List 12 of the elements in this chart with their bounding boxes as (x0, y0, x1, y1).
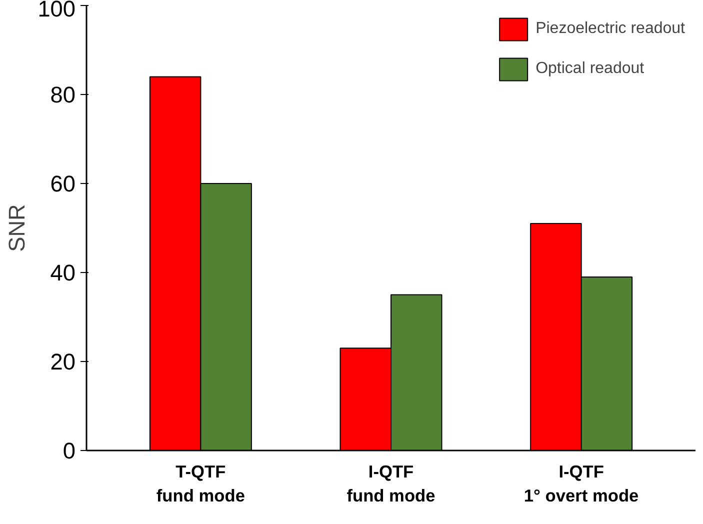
y-tick-label: 40 (50, 260, 76, 286)
legend-label: Piezoelectric readout (536, 20, 685, 38)
y-tick-label: 80 (50, 82, 76, 108)
y-axis-title: SNR (4, 204, 30, 252)
y-tick-label: 20 (50, 348, 76, 374)
legend-label: Optical readout (536, 60, 644, 78)
y-tick-label: 0 (62, 438, 76, 464)
x-tick-label: T-QTF fund mode (156, 462, 246, 506)
y-tick-label: 100 (38, 0, 76, 22)
x-tick-label: I-QTF fund mode (346, 462, 436, 506)
y-tick-label: 60 (50, 170, 76, 196)
x-tick-label: I-QTF 1° overt mode (524, 462, 640, 506)
